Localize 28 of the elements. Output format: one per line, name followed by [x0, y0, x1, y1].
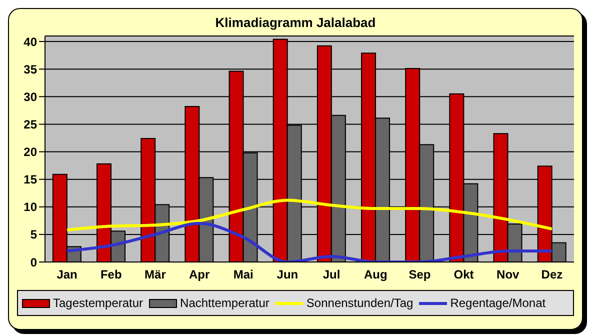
line-series — [66, 198, 554, 232]
x-tick-label: Mär — [144, 268, 166, 282]
x-tick-label: Jan — [56, 268, 78, 282]
x-tick-label: Mai — [233, 268, 254, 282]
y-tick-label: 0 — [30, 255, 38, 270]
x-tick-label: Aug — [364, 268, 388, 282]
y-tick-label: 35 — [24, 62, 38, 76]
y-tick-label: 20 — [24, 145, 38, 160]
legend-label: Sonnenstunden/Tag — [306, 296, 414, 310]
y-tick-label: 40 — [24, 34, 38, 49]
y-tick-label: 30 — [24, 90, 38, 104]
y-tick-label: 5 — [30, 228, 38, 242]
legend-label: Tagestemperatur — [53, 296, 144, 310]
chart-title: Klimadiagramm Jalalabad — [214, 15, 377, 30]
line-series — [66, 222, 554, 262]
legend-label: Regentage/Monat — [450, 296, 546, 310]
x-tick-label: Apr — [188, 268, 210, 282]
x-tick-label: Okt — [454, 268, 474, 282]
x-tick-label: Dez — [541, 268, 563, 282]
y-tick-label: 25 — [24, 117, 38, 132]
x-tick-label: Feb — [100, 268, 122, 282]
x-tick-label: Jul — [322, 268, 340, 282]
x-tick-label: Jun — [276, 268, 298, 282]
legend-label: Nachttemperatur — [180, 296, 270, 310]
x-tick-label: Nov — [496, 268, 520, 282]
y-tick-label: 10 — [24, 200, 38, 214]
y-tick-label: 15 — [24, 172, 38, 187]
x-tick-label: Sep — [408, 268, 431, 282]
